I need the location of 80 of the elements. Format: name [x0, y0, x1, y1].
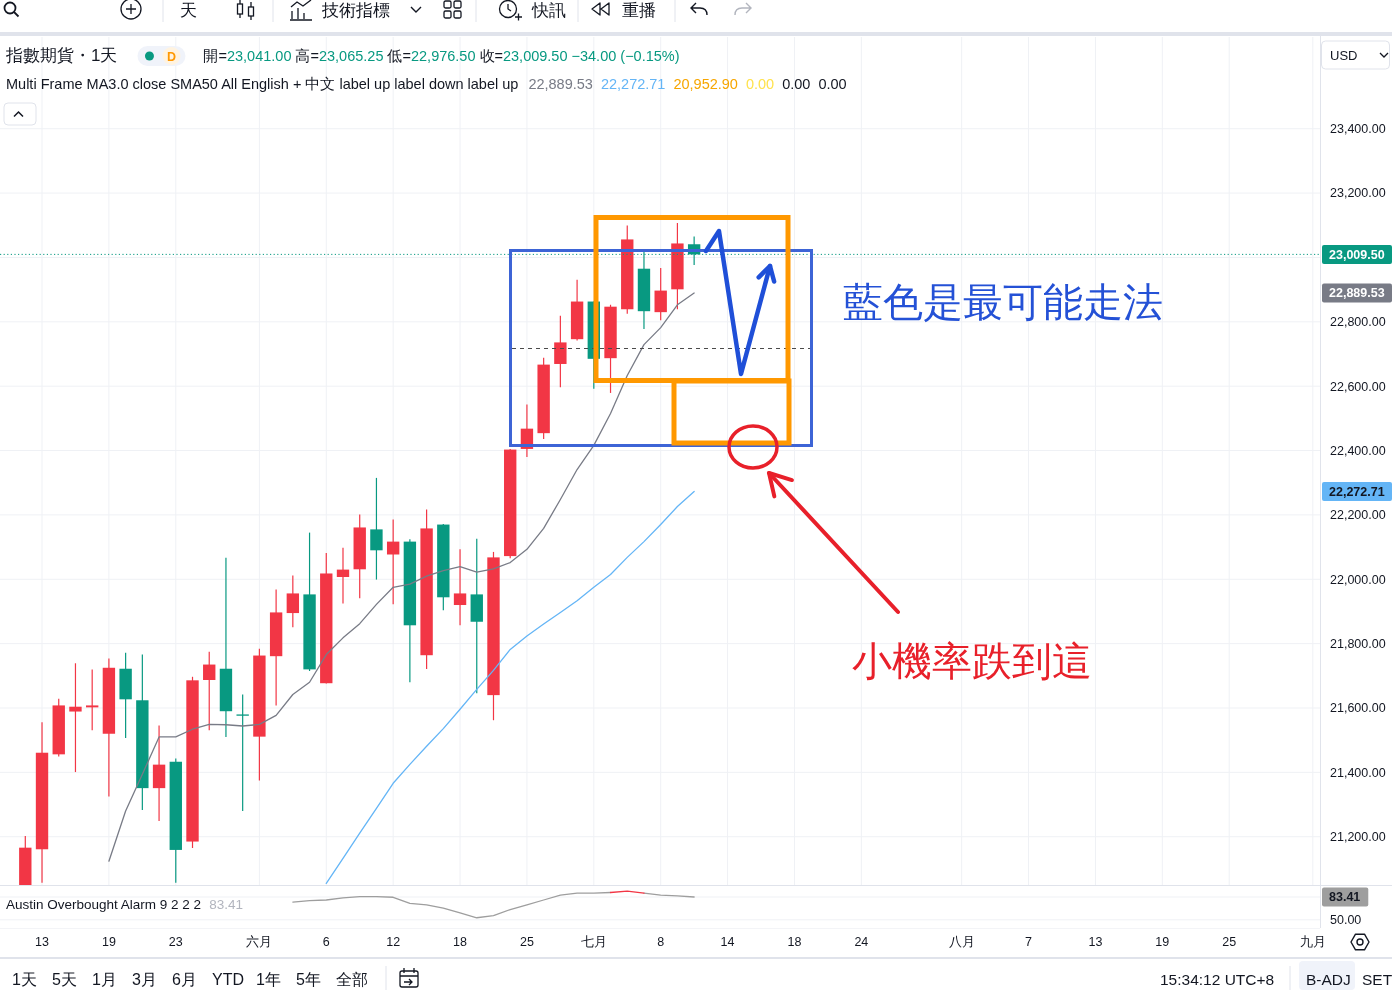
annotation: 22,889.53: [528, 76, 593, 92]
candlestick: [69, 662, 82, 773]
line-series: [325, 490, 695, 885]
text: 重播: [622, 1, 656, 19]
annotation: 0.00: [818, 76, 847, 92]
text: 22,272.71: [1329, 484, 1385, 499]
ref-line-label: 23,009.50: [1329, 247, 1385, 262]
text: 技術指標: [321, 1, 390, 19]
text: 5天: [52, 971, 77, 988]
x-tick-label: 7: [1025, 935, 1033, 949]
y-tick-label: 21,800.00: [1330, 637, 1386, 652]
text: 15:34:12 UTC+8: [1160, 971, 1275, 988]
text: Austin Overbought Alarm 9 2 2 2: [6, 897, 202, 912]
candlestick: [654, 267, 667, 321]
x-tick-label: 18: [453, 935, 468, 949]
text: YTD: [212, 971, 244, 988]
candlestick: [453, 548, 467, 626]
text: B-ADJ: [1306, 971, 1351, 988]
y-tick-label: 50.00: [1330, 913, 1362, 928]
x-tick-label: 25: [519, 935, 534, 949]
x-tick-label: 6: [322, 935, 330, 949]
text: 1年: [256, 971, 281, 988]
y-tick-label: 23,200.00: [1330, 186, 1386, 201]
annotation: 小機率跌到這: [852, 639, 1092, 683]
annotation: 0.00: [745, 76, 775, 92]
candlestick: [386, 518, 400, 605]
text: 快訊: [531, 1, 566, 19]
x-tick-label: 八月: [948, 935, 975, 949]
y-tick-label: 23,400.00: [1330, 122, 1386, 137]
text: 5年: [296, 971, 321, 988]
x-tick-label: 19: [101, 935, 116, 949]
annotation: 0.00: [782, 76, 811, 92]
text: 3月: [132, 971, 157, 988]
text: Multi Frame MA3.0 close SMA50 All English + 中文 label up label down label up: [6, 76, 519, 92]
y-tick-label: 22,000.00: [1330, 572, 1386, 587]
annotation: 83.41: [209, 897, 243, 912]
annotation: 藍色是最可能走法: [843, 280, 1163, 324]
candlestick: [370, 477, 383, 581]
text: 1月: [92, 971, 117, 988]
text: USD: [1330, 48, 1358, 63]
x-tick-label: 13: [1088, 935, 1103, 949]
candlestick: [286, 574, 300, 628]
text: 天: [180, 1, 197, 19]
candlestick: [554, 315, 567, 388]
candlestick: [203, 651, 216, 731]
x-tick-label: 13: [35, 935, 50, 949]
y-tick-label: 21,400.00: [1330, 765, 1386, 780]
x-tick-label: 25: [1222, 935, 1237, 949]
annotation: D: [166, 49, 176, 64]
text: 6月: [172, 971, 197, 988]
y-tick-label: 83.41: [1329, 890, 1361, 905]
y-tick-label: 22,200.00: [1330, 508, 1386, 523]
annotation: 22,272.71: [600, 76, 666, 92]
text: 1天: [12, 971, 37, 988]
annotation: 20,952.90: [673, 76, 738, 92]
text: 全部: [336, 971, 368, 988]
text: SET: [1362, 971, 1392, 988]
x-tick-label: 24: [854, 935, 869, 949]
candlestick: [236, 693, 249, 812]
candlestick: [152, 724, 166, 822]
line-series: [108, 292, 695, 862]
x-tick-label: 六月: [246, 935, 273, 949]
x-tick-label: 18: [787, 935, 802, 949]
text: 開=23,041.00 高=23,065.25 低=22,976.50 收=23,009.50 −34.00 (−0.15%): [203, 48, 680, 64]
x-tick-label: 12: [386, 935, 401, 949]
x-tick-label: 8: [657, 935, 665, 949]
text: 22,889.53: [1329, 286, 1385, 301]
text: 指數期貨・1天: [5, 46, 118, 65]
x-tick-label: 14: [720, 935, 735, 949]
x-tick-label: 九月: [1299, 935, 1326, 949]
candlestick: [86, 668, 99, 731]
x-tick-label: 23: [168, 935, 183, 949]
y-tick-label: 22,400.00: [1330, 443, 1386, 458]
y-tick-label: 21,600.00: [1330, 701, 1386, 716]
candlestick: [336, 547, 350, 605]
x-tick-label: 七月: [580, 935, 607, 949]
y-tick-label: 22,800.00: [1330, 315, 1386, 330]
y-tick-label: 22,600.00: [1330, 379, 1386, 394]
y-tick-label: 21,200.00: [1330, 830, 1386, 845]
x-tick-label: 19: [1155, 935, 1170, 949]
